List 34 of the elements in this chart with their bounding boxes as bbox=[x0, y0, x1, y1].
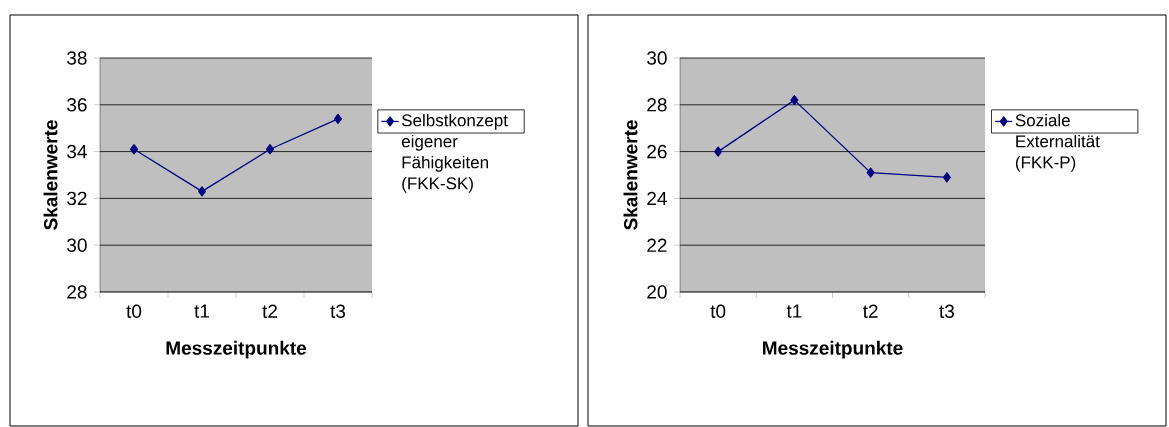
y-tick-label: 24 bbox=[647, 191, 667, 206]
x-tick-label: t3 bbox=[330, 304, 346, 318]
y-tick-label: 32 bbox=[67, 191, 87, 206]
y-tick-label: 38 bbox=[67, 51, 87, 65]
y-tick-label: 36 bbox=[67, 98, 87, 112]
point bbox=[714, 146, 723, 157]
x-tick-label: t0 bbox=[710, 304, 726, 318]
y-tick-label: 28 bbox=[67, 285, 87, 299]
y-tick-label: 20 bbox=[647, 285, 667, 299]
point bbox=[197, 186, 207, 197]
y-tick-label: 28 bbox=[647, 98, 667, 112]
y-tick-label: 34 bbox=[67, 144, 87, 159]
point bbox=[265, 144, 275, 155]
point bbox=[866, 167, 875, 178]
point bbox=[790, 94, 799, 106]
x-tick-label: t2 bbox=[862, 304, 878, 318]
point bbox=[333, 113, 343, 124]
legend-label: Selbstkonzept eigener Fähigkeiten (FKK-SK) bbox=[401, 113, 508, 193]
y-axis-title: Skalenwerte bbox=[623, 120, 638, 230]
x-tick-label: t3 bbox=[939, 304, 954, 318]
y-tick-label: 26 bbox=[647, 144, 667, 159]
x-axis-title: Messzeitpunkte bbox=[763, 340, 903, 359]
x-axis-title: Messzeitpunkte bbox=[166, 340, 307, 359]
x-tick-label: t1 bbox=[194, 304, 209, 318]
legend-label: Soziale Externalität (FKK-P) bbox=[1015, 113, 1100, 172]
y-tick-label: 30 bbox=[647, 51, 667, 65]
y-tick-label: 22 bbox=[647, 238, 667, 252]
x-tick-label: t1 bbox=[786, 304, 802, 318]
y-tick-label: 30 bbox=[67, 238, 87, 252]
point bbox=[942, 172, 951, 183]
x-tick-label: t2 bbox=[262, 304, 277, 318]
x-tick-label: t0 bbox=[126, 304, 142, 318]
y-axis-title: Skalenwerte bbox=[43, 120, 58, 230]
point bbox=[129, 144, 139, 155]
